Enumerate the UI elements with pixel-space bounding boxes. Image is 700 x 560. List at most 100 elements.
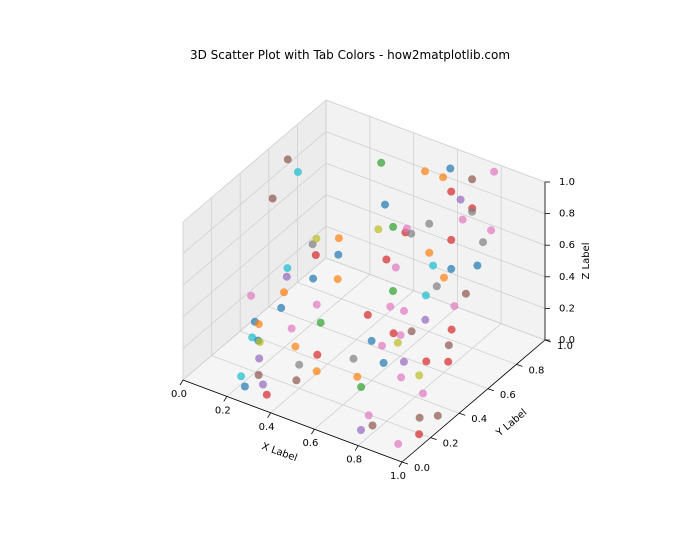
scatter-point bbox=[415, 371, 424, 380]
scatter-point bbox=[456, 195, 465, 204]
scatter-point bbox=[247, 291, 256, 300]
scatter-point bbox=[312, 234, 321, 243]
y-tick-mark bbox=[516, 364, 523, 367]
scatter-point bbox=[292, 376, 301, 385]
grid-line-z-side bbox=[182, 162, 327, 286]
scatter-point bbox=[309, 274, 318, 283]
scatter-point bbox=[293, 168, 302, 176]
scatter-point bbox=[280, 288, 288, 297]
scatter-point bbox=[282, 272, 291, 281]
scatter-point bbox=[468, 175, 477, 184]
scatter-point bbox=[287, 324, 296, 333]
scatter-point bbox=[415, 430, 424, 439]
grid-line-z-side bbox=[182, 194, 327, 318]
scatter-point bbox=[268, 194, 277, 203]
x-tick-label: 0.4 bbox=[259, 422, 275, 433]
scatter-point bbox=[396, 331, 405, 340]
scatter-point bbox=[421, 167, 429, 176]
scatter-point bbox=[444, 341, 453, 350]
y-tick-mark bbox=[459, 412, 466, 416]
scatter-point bbox=[381, 200, 389, 209]
scatter-point bbox=[364, 411, 373, 420]
scatter-point bbox=[432, 282, 441, 291]
y-tick-label: 0.4 bbox=[471, 414, 487, 425]
x-tick-label: 0.6 bbox=[302, 438, 318, 449]
scatter-point bbox=[382, 255, 391, 264]
x-tick-mark bbox=[398, 461, 403, 468]
grid-line-z-side bbox=[182, 131, 327, 254]
scatter-point bbox=[421, 315, 430, 324]
scatter-point bbox=[312, 367, 321, 376]
x-tick-mark bbox=[223, 396, 228, 402]
scatter-point bbox=[295, 360, 304, 369]
grid-line-z-back bbox=[325, 99, 546, 183]
scatter-point bbox=[461, 289, 470, 298]
scatter-point bbox=[425, 248, 434, 257]
scatter-point bbox=[389, 329, 398, 338]
x-axis-line bbox=[182, 379, 403, 463]
chart-title: 3D Scatter Plot with Tab Colors - how2ma… bbox=[189, 48, 511, 62]
grid-line-z-back bbox=[325, 194, 546, 278]
x-tick-label: 0.2 bbox=[215, 405, 231, 416]
z-tick-label: 0.8 bbox=[559, 209, 575, 220]
y-tick-label: 0.8 bbox=[528, 365, 544, 376]
scatter-point bbox=[425, 219, 434, 228]
scatter-point bbox=[363, 310, 372, 319]
scatter-point bbox=[415, 413, 424, 422]
scatter-point bbox=[283, 264, 292, 273]
y-axis-line bbox=[401, 339, 546, 463]
grid-line-y-floor bbox=[211, 355, 431, 438]
grid-line-z-back bbox=[325, 162, 546, 246]
scatter-point bbox=[407, 229, 416, 238]
scatter-point bbox=[334, 234, 343, 243]
scatter-point bbox=[283, 155, 292, 164]
scatter-point bbox=[333, 275, 342, 284]
x-tick-mark bbox=[267, 412, 271, 419]
y-tick-mark bbox=[401, 461, 409, 465]
scatter-point bbox=[377, 158, 386, 167]
scatter-point bbox=[349, 354, 358, 363]
y-tick-label: 0.2 bbox=[443, 439, 459, 450]
grid-line-y-floor bbox=[268, 306, 488, 390]
scatter-point bbox=[255, 354, 264, 363]
scatter-point bbox=[368, 421, 377, 430]
z-tick-label: 0.6 bbox=[559, 240, 575, 251]
scatter-point bbox=[458, 215, 467, 224]
scatter-point bbox=[353, 372, 362, 381]
scatter-point bbox=[374, 225, 383, 234]
z-axis-label: Z Label bbox=[581, 242, 592, 279]
scatter-point bbox=[468, 207, 477, 216]
grid-line-y-floor bbox=[297, 282, 517, 365]
scatter-point bbox=[439, 173, 448, 182]
data-points bbox=[237, 155, 499, 448]
scatter-point bbox=[308, 240, 317, 249]
x-axis-label: X Label bbox=[260, 441, 299, 464]
tick-labels: 0.00.20.40.60.81.00.00.20.40.60.81.00.00… bbox=[171, 177, 575, 482]
scatter-point bbox=[386, 302, 395, 311]
scatter-point bbox=[248, 333, 257, 342]
scatter-point bbox=[389, 287, 397, 295]
scatter-point bbox=[255, 338, 264, 346]
y-tick-label: 1.0 bbox=[557, 341, 573, 352]
x-tick-mark bbox=[179, 379, 184, 386]
scatter-point bbox=[446, 164, 455, 173]
grid-line-x-floor bbox=[357, 323, 502, 446]
scatter-point bbox=[313, 350, 322, 359]
scatter-point bbox=[397, 373, 406, 382]
scatter-point bbox=[367, 336, 376, 345]
scatter-point bbox=[444, 357, 453, 366]
scatter-point bbox=[421, 291, 430, 300]
scatter-point bbox=[447, 235, 456, 244]
scatter-point bbox=[391, 263, 400, 272]
scatter-point bbox=[447, 187, 456, 196]
z-tick-label: 0.2 bbox=[559, 303, 575, 314]
scatter-point bbox=[473, 261, 482, 270]
grid-line-x-floor bbox=[270, 290, 414, 414]
scatter-point bbox=[399, 357, 408, 366]
x-tick-label: 0.8 bbox=[346, 455, 362, 466]
scatter-point bbox=[422, 357, 431, 366]
scatter-point bbox=[487, 226, 496, 235]
scatter-point bbox=[490, 167, 499, 176]
z-tick-label: 0.0 bbox=[559, 335, 575, 346]
scatter-point bbox=[440, 273, 448, 282]
